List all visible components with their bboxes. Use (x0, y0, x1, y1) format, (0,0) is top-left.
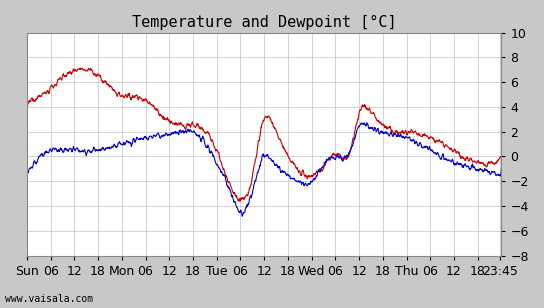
Title: Temperature and Dewpoint [°C]: Temperature and Dewpoint [°C] (132, 15, 397, 30)
Text: www.vaisala.com: www.vaisala.com (5, 294, 94, 304)
